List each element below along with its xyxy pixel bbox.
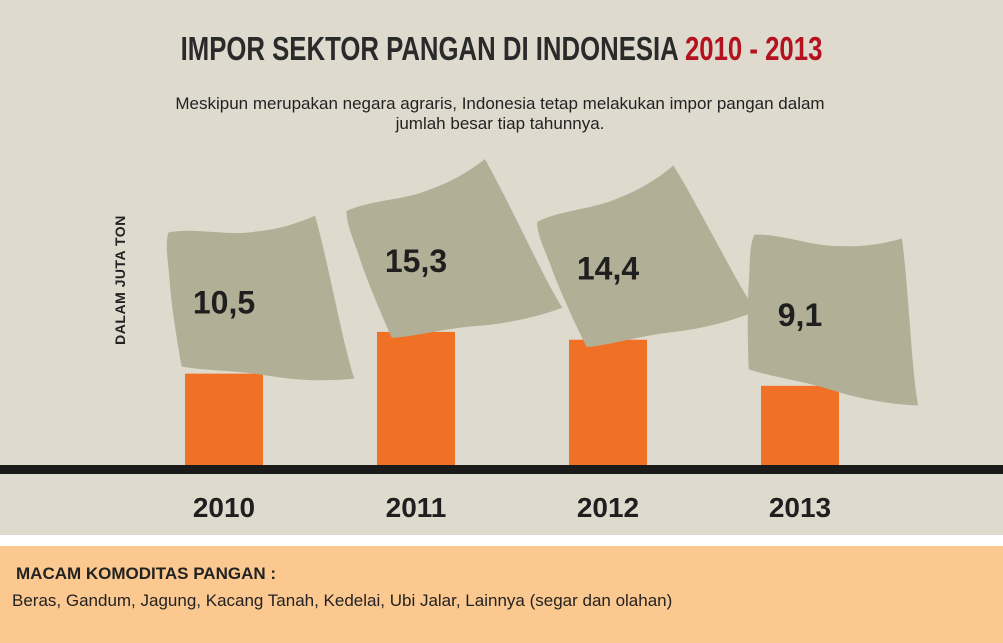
- bar-2013: [761, 385, 839, 465]
- x-tick-label-2011: 2011: [386, 492, 447, 523]
- sack-2013: [747, 234, 919, 406]
- bar-chart: 10,5 2010 15,3 2011 14,4 2012 9,1 2013: [0, 159, 1003, 523]
- sack-2011: [346, 159, 563, 338]
- x-tick-label-2013: 2013: [769, 492, 831, 523]
- bar-2012: [569, 339, 647, 465]
- chart-title: IMPOR SEKTOR PANGAN DI INDONESIA 2010 - …: [110, 30, 892, 68]
- data-label-2012: 14,4: [577, 251, 639, 287]
- commodity-panel: [0, 546, 1003, 643]
- data-label-2010: 10,5: [193, 285, 255, 321]
- commodity-list: Beras, Gandum, Jagung, Kacang Tanah, Ked…: [12, 591, 673, 610]
- x-tick-label-2010: 2010: [193, 492, 255, 523]
- bar-2010: [185, 373, 263, 465]
- data-label-2013: 9,1: [778, 297, 822, 333]
- sack-shape: [747, 234, 919, 406]
- chart-subtitle: Meskipun merupakan negara agraris, Indon…: [175, 94, 825, 133]
- sack-2010: [166, 215, 355, 381]
- sack-2012: [537, 165, 757, 348]
- title-main: IMPOR SEKTOR PANGAN DI INDONESIA: [180, 30, 678, 67]
- commodity-heading: MACAM KOMODITAS PANGAN :: [16, 564, 277, 583]
- data-label-2011: 15,3: [385, 243, 447, 279]
- sack-shape: [537, 165, 757, 348]
- sack-shape: [346, 159, 563, 338]
- bar-2011: [377, 331, 455, 465]
- x-axis-baseline: [0, 465, 1003, 474]
- title-years: 2010 - 2013: [684, 30, 823, 67]
- x-tick-label-2012: 2012: [577, 492, 639, 523]
- sack-shape: [166, 215, 355, 381]
